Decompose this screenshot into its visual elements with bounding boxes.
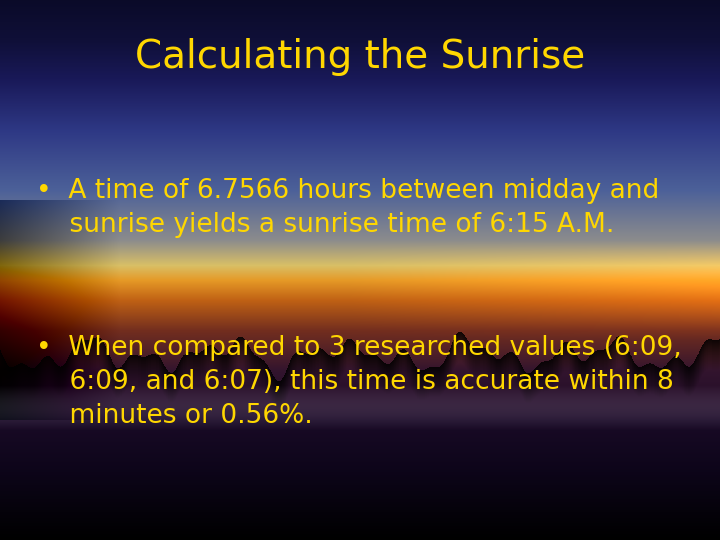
Text: •  When compared to 3 researched values (6:09,
    6:09, and 6:07), this time is: • When compared to 3 researched values (…: [36, 335, 682, 429]
Text: •  A time of 6.7566 hours between midday and
    sunrise yields a sunrise time o: • A time of 6.7566 hours between midday …: [36, 178, 660, 238]
Text: Calculating the Sunrise: Calculating the Sunrise: [135, 38, 585, 76]
